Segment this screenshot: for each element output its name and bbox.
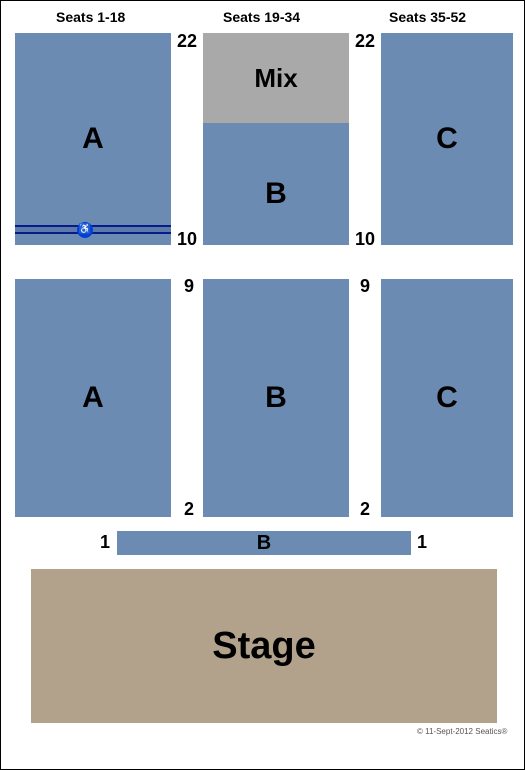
row-label-10-left: 10 [177,229,197,250]
section-upper-c[interactable]: C [381,33,513,245]
row-label-22-left: 22 [177,31,197,52]
section-upper-b[interactable]: B [203,123,349,245]
row-label-22-right: 22 [355,31,375,52]
section-lower-a[interactable]: A [15,279,171,517]
header-seats-left: Seats 1-18 [56,9,125,25]
header-seats-center: Seats 19-34 [223,9,300,25]
row-label-2-right: 2 [360,499,370,520]
section-lower-c[interactable]: C [381,279,513,517]
row-label-1-right: 1 [417,532,427,553]
header-seats-right: Seats 35-52 [389,9,466,25]
row-label-9-left: 9 [184,276,194,297]
row-label-1-left: 1 [100,532,110,553]
row-label-10-right: 10 [355,229,375,250]
seating-chart: Seats 1-18 Seats 19-34 Seats 35-52 22 22… [0,0,525,770]
stage: Stage [31,569,497,723]
copyright-text: © 11-Sept-2012 Seatics® [417,727,507,736]
row-label-9-right: 9 [360,276,370,297]
wheelchair-icon [77,222,93,238]
row-label-2-left: 2 [184,499,194,520]
section-lower-b[interactable]: B [203,279,349,517]
section-mix[interactable]: Mix [203,33,349,123]
section-row1-b[interactable]: B [117,531,411,555]
ada-row [15,225,171,234]
section-upper-a[interactable]: A [15,33,171,245]
